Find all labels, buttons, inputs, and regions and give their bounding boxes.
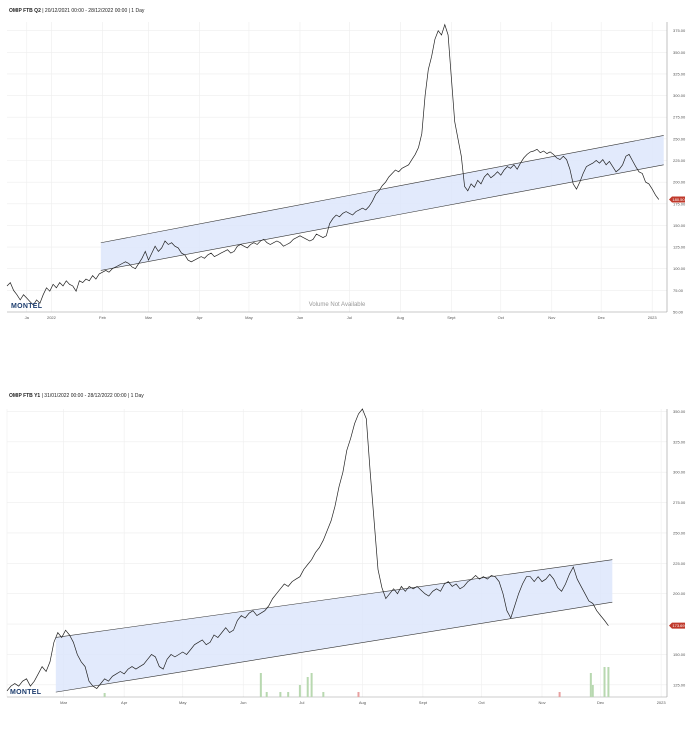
volume-bar [322,692,325,697]
y-tick-label: 300.00 [673,93,686,98]
y-tick-label: 125.00 [673,682,686,687]
x-tick-label: Jul [347,315,352,320]
chart-q2[interactable]: Ja 2022 Feb Mar Apr May Jun Jul Aug Sept Oct Nov Dec… [0,0,698,330]
x-tick-label: Apr [121,700,128,705]
x-tick-label: Nov [548,315,555,320]
channel-upper-line [55,559,613,638]
x-tick-label: Mar [145,315,153,320]
chart-title: OMIP FTB Y1 | 31/01/2022 00:00 - 28/12/2… [9,393,144,399]
volume-bar [589,673,592,697]
y-tick-label: 150.00 [673,223,686,228]
x-tick-label: May [245,315,253,320]
y-tick-label: 350.00 [673,409,686,414]
last-price-tag [669,622,685,629]
y-tick-label: 275.00 [673,115,686,120]
montel-logo: MONTEL [10,689,42,696]
x-tick-label: Dec [597,700,604,705]
x-tick-label: Ja [25,315,30,320]
x-tick-label: Feb [99,315,107,320]
last-price-label: 180.50 [672,197,685,202]
x-tick-label: Jun [297,315,303,320]
x-tick-label: Aug [359,700,366,705]
last-price-tag [669,196,685,203]
volume-bar [558,692,561,697]
y-tick-label: 175.00 [673,201,686,206]
volume-bar [259,673,262,697]
x-tick-label: 2023 [657,700,667,705]
y-tick-label: 50.00 [673,310,684,315]
y-tick-label: 225.00 [673,561,686,566]
y-tick-label: 375.00 [673,28,686,33]
trend-channel [55,559,613,693]
channel-lower-line [55,601,613,693]
y-tick-label: 200.00 [673,591,686,596]
x-tick-label: 2023 [648,315,658,320]
y-tick-label: 325.00 [673,71,686,76]
chart-panel-q2: OMIP FTB Q2 | 20/12/2021 00:00 - 28/12/2… [0,0,698,330]
x-tick-label: Sept [447,315,456,320]
x-tick-label: Jun [240,700,246,705]
volume-bar [306,677,309,697]
volume-bar [287,692,290,697]
x-tick-label: Jul [299,700,304,705]
x-tick-label: Oct [498,315,505,320]
volume-bar [298,685,301,697]
x-tick-label: Dec [598,315,605,320]
volume-bar [357,692,360,697]
y-tick-label: 225.00 [673,158,686,163]
x-tick-label: May [179,700,187,705]
y-tick-label: 250.00 [673,530,686,535]
chart-panel-y1: OMIP FTB Y1 | 31/01/2022 00:00 - 28/12/2… [0,385,698,715]
volume-bar [310,673,313,697]
x-tick-label: Aug [397,315,404,320]
y-tick-label: 200.00 [673,180,686,185]
volume-bar [607,667,610,697]
volume-bar [265,692,268,697]
trend-channel [100,135,664,271]
y-tick-label: 100.00 [673,266,686,271]
y-tick-label: 75.00 [673,288,684,293]
y-tick-label: 325.00 [673,439,686,444]
no-volume-label: Volume Not Available [309,302,366,308]
x-tick-label: 2022 [47,315,57,320]
channel-lower-line [100,164,664,271]
x-tick-label: Mar [60,700,68,705]
y-tick-label: 150.00 [673,652,686,657]
y-tick-label: 250.00 [673,136,686,141]
channel-upper-line [100,135,664,244]
last-price-label: 173.69 [672,623,685,628]
montel-logo: MONTEL [11,303,43,310]
chart-title: OMIP FTB Q2 | 20/12/2021 00:00 - 28/12/2… [9,8,145,14]
volume-bar [591,685,594,697]
y-tick-label: 275.00 [673,500,686,505]
chart-y1[interactable]: Mar Apr May Jun Jul Aug Sept Oct Nov Dec 2023 350.0… [0,385,698,715]
price-line [6,408,609,692]
price-line [6,23,660,306]
x-tick-label: Nov [538,700,545,705]
x-tick-label: Sept [419,700,428,705]
volume-bar [103,693,106,697]
y-tick-label: 300.00 [673,470,686,475]
volume-bar [279,692,282,697]
y-tick-label: 125.00 [673,245,686,250]
x-tick-label: Oct [478,700,485,705]
volume-bar [603,667,606,697]
x-tick-label: Apr [196,315,203,320]
y-tick-label: 350.00 [673,50,686,55]
